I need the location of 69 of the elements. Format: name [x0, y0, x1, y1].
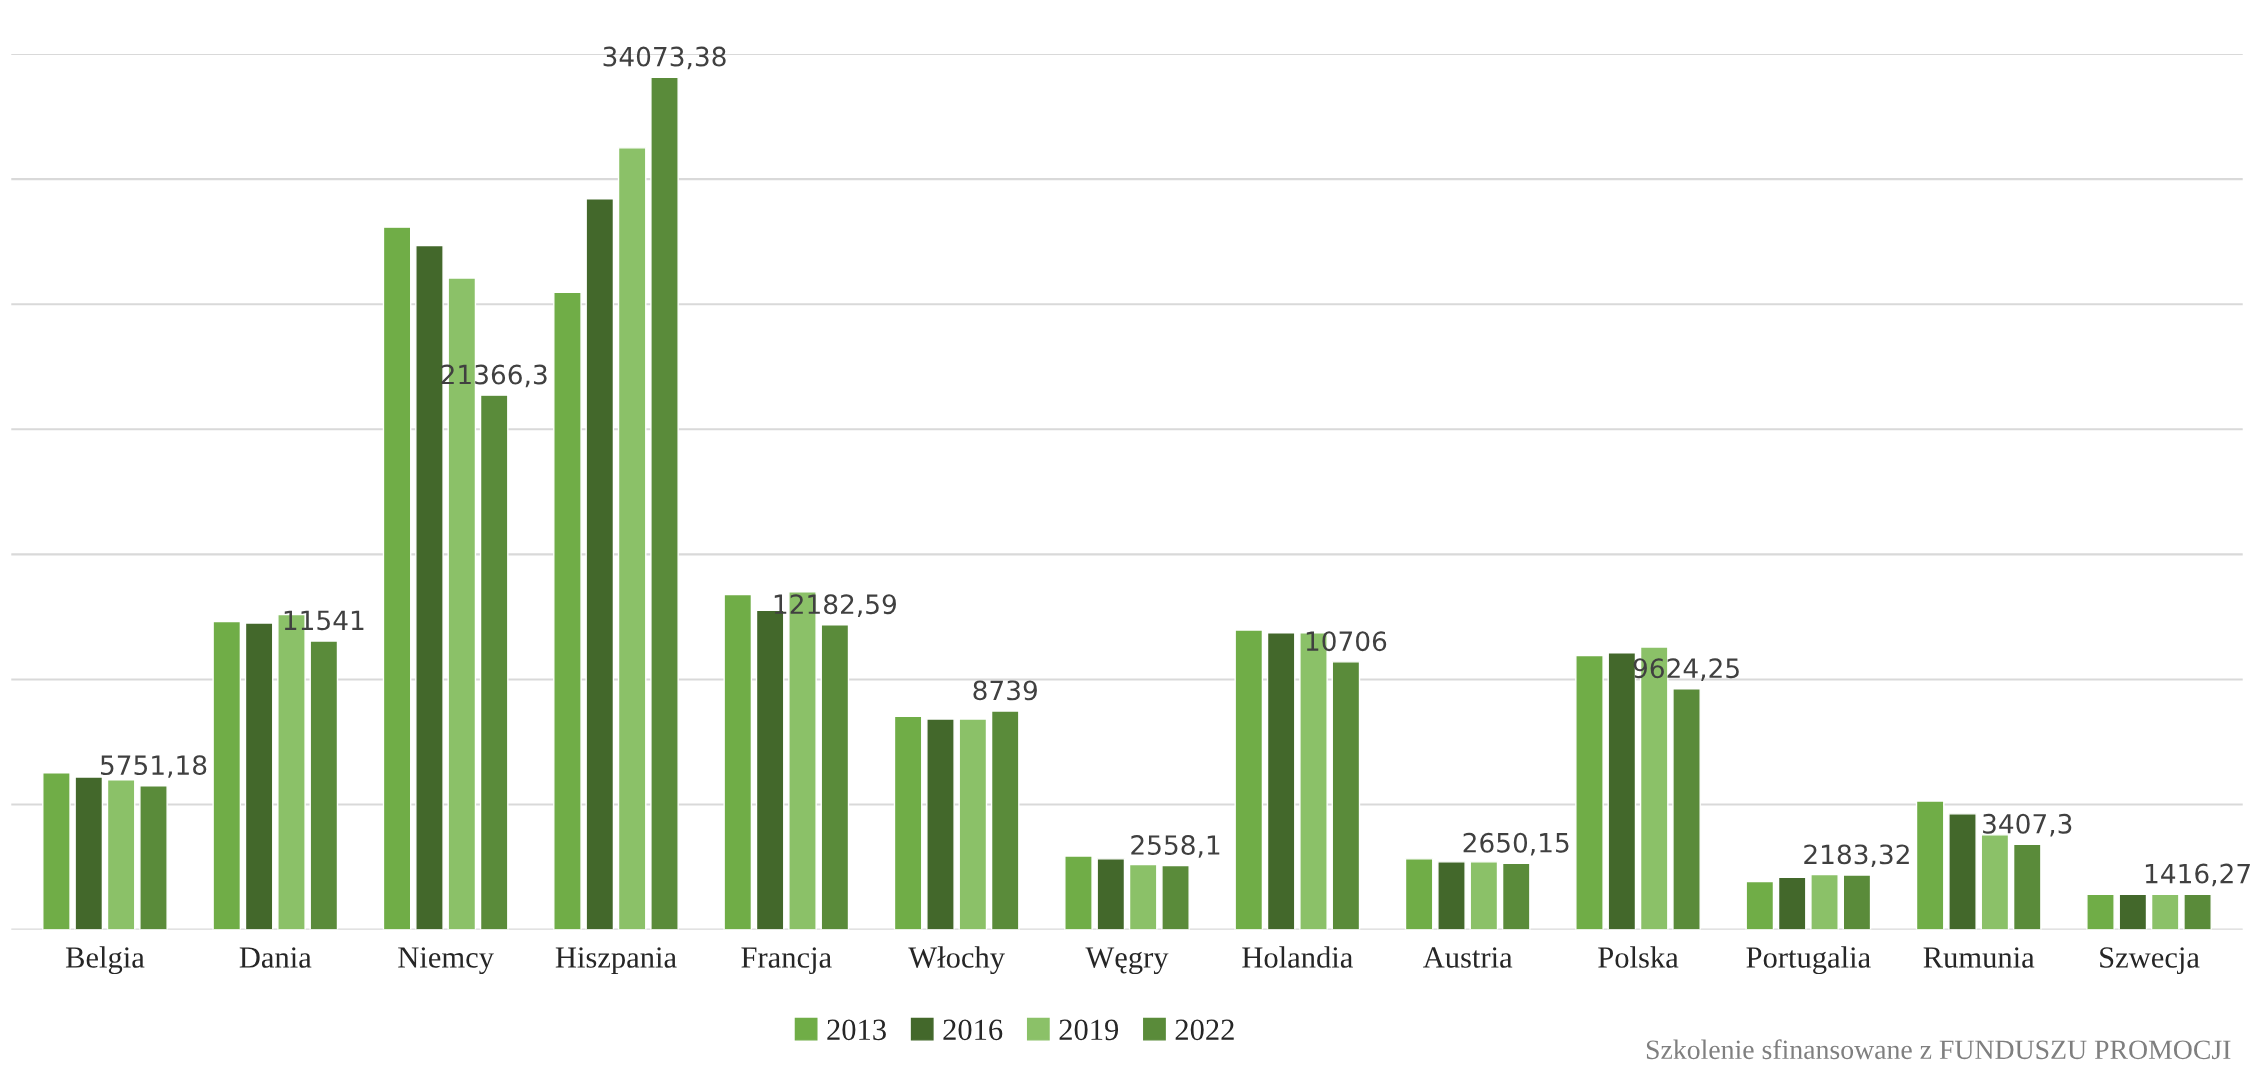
x-tick-label: Austria — [1423, 947, 1513, 968]
bar — [723, 593, 753, 930]
bar — [1404, 858, 1434, 930]
bar — [139, 785, 168, 930]
bar — [382, 226, 412, 930]
data-label: 3407,3 — [1983, 813, 2072, 837]
bar — [42, 772, 71, 930]
bar — [1842, 874, 1872, 930]
bar — [1064, 855, 1093, 930]
legend-label: 2022 — [1175, 1019, 1234, 1041]
bar — [990, 710, 1020, 930]
bar — [1331, 661, 1361, 930]
legend-label: 2013 — [827, 1019, 886, 1041]
x-tick-label: Belgia — [65, 946, 145, 975]
bar — [958, 718, 988, 930]
x-tick-label: Włochy — [908, 946, 1005, 975]
bar — [1234, 629, 1264, 930]
bar — [1161, 864, 1190, 930]
bar — [1745, 880, 1775, 930]
bar — [1266, 632, 1296, 930]
x-tick-label: Holandia — [1242, 946, 1353, 968]
x-tick-label: Portugalia — [1746, 946, 1871, 975]
x-tick-label: Niemcy — [398, 947, 494, 975]
data-label: 34073,38 — [603, 46, 726, 70]
bar — [309, 640, 339, 930]
x-tick-label: Hiszpania — [555, 947, 677, 975]
legend-label: 2016 — [943, 1019, 1003, 1041]
legend-label: 2019 — [1059, 1019, 1119, 1041]
text: Szkolenie sfinansowane z FUNDUSZU PROMOCJI — [1646, 1039, 2231, 1060]
data-label: 2183,32 — [1804, 844, 1909, 868]
bar — [2086, 893, 2115, 930]
bar — [1575, 654, 1604, 930]
bar — [244, 622, 274, 930]
bar — [1469, 861, 1499, 930]
bar — [479, 394, 509, 930]
bar — [585, 198, 615, 930]
data-label: 2650,15 — [1463, 832, 1569, 856]
x-tick-label: Francja — [741, 947, 832, 975]
bar — [1777, 876, 1807, 930]
bar — [1915, 800, 1945, 930]
bar — [1810, 873, 1839, 930]
bar — [926, 718, 955, 930]
bar — [2183, 893, 2212, 930]
x-tick-label: Szwecja — [2100, 947, 2200, 975]
bar — [106, 779, 136, 930]
bar — [893, 715, 923, 930]
bar — [820, 624, 850, 930]
data-label: 5751,18 — [100, 755, 207, 778]
bar — [2012, 843, 2042, 930]
bar — [212, 620, 242, 930]
bar — [2118, 893, 2148, 930]
data-label: 1416,27 — [2145, 863, 2250, 887]
x-tick-label: Węgry — [1085, 947, 1169, 975]
bar — [1948, 813, 1977, 930]
bar — [1128, 863, 1158, 930]
bar — [617, 147, 647, 930]
x-tick-label: Dania — [239, 947, 312, 968]
x-tick-label: Polska — [1598, 946, 1679, 968]
x-tick-label: Rumunia — [1923, 947, 2035, 968]
bar — [1672, 688, 1701, 930]
bar — [553, 291, 582, 930]
bar — [74, 776, 104, 930]
data-label: 2558,1 — [1131, 835, 1220, 858]
data-label: 8739 — [973, 680, 1037, 701]
bar — [1501, 862, 1531, 930]
bar — [1437, 861, 1466, 930]
bar — [650, 76, 679, 930]
bar — [2150, 893, 2180, 930]
bar — [1096, 858, 1126, 930]
